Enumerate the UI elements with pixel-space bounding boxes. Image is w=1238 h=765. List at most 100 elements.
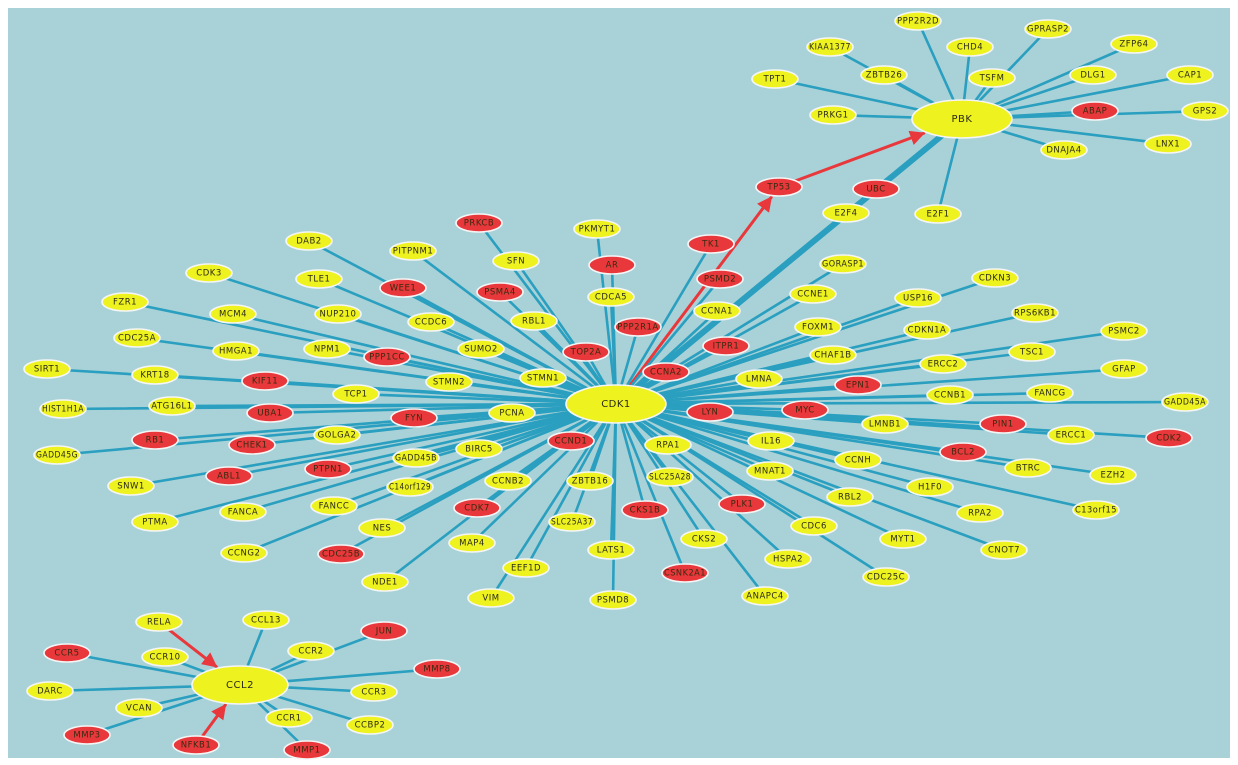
node-gadd45a[interactable]: GADD45A	[1161, 392, 1209, 412]
node-nde1[interactable]: NDE1	[361, 572, 409, 592]
node-ccna2[interactable]: CCNA2	[642, 362, 690, 382]
node-ccbp2[interactable]: CCBP2	[346, 715, 394, 735]
node-top2a[interactable]: TOP2A	[562, 342, 610, 362]
node-h1f0[interactable]: H1F0	[906, 477, 954, 497]
node-c14orf129[interactable]: C14orf129	[386, 477, 434, 497]
node-gfap[interactable]: GFAP	[1100, 359, 1148, 379]
node-psmd8[interactable]: PSMD8	[589, 590, 637, 610]
node-ezh2[interactable]: EZH2	[1089, 465, 1137, 485]
node-cdca5[interactable]: CDCA5	[587, 287, 635, 307]
node-tle1[interactable]: TLE1	[295, 269, 343, 289]
node-zbtb26[interactable]: ZBTB26	[860, 65, 908, 85]
node-cdc25b[interactable]: CDC25B	[317, 544, 365, 564]
node-psmc2[interactable]: PSMC2	[1100, 321, 1148, 341]
node-uba1[interactable]: UBA1	[246, 403, 294, 423]
node-e2f4[interactable]: E2F4	[822, 203, 870, 223]
node-epn1[interactable]: EPN1	[834, 375, 882, 395]
node-cks2[interactable]: CKS2	[680, 529, 728, 549]
node-ccr3[interactable]: CCR3	[350, 682, 398, 702]
node-myt1[interactable]: MYT1	[879, 529, 927, 549]
node-lyn[interactable]: LYN	[686, 402, 734, 422]
node-cdc6[interactable]: CDC6	[790, 516, 838, 536]
node-ccr2[interactable]: CCR2	[287, 641, 335, 661]
node-kif11[interactable]: KIF11	[241, 371, 289, 391]
node-ccne1[interactable]: CCNE1	[789, 284, 837, 304]
node-fancg[interactable]: FANCG	[1026, 383, 1074, 403]
node-hmga1[interactable]: HMGA1	[212, 341, 260, 361]
node-ccr5[interactable]: CCR5	[43, 643, 91, 663]
node-btrc[interactable]: BTRC	[1004, 458, 1052, 478]
node-cdkn3[interactable]: CDKN3	[971, 268, 1019, 288]
node-mmp8[interactable]: MMP8	[413, 659, 461, 679]
node-snw1[interactable]: SNW1	[107, 476, 155, 496]
node-il16[interactable]: IL16	[747, 431, 795, 451]
node-zbtb16[interactable]: ZBTB16	[566, 471, 614, 491]
node-jun[interactable]: JUN	[360, 621, 408, 641]
node-darc[interactable]: DARC	[26, 681, 74, 701]
node-hspa2[interactable]: HSPA2	[764, 549, 812, 569]
node-cdc25a[interactable]: CDC25A	[113, 328, 161, 348]
node-ccnb1[interactable]: CCNB1	[926, 385, 974, 405]
node-abap[interactable]: ABAP	[1071, 101, 1119, 121]
node-lmnb1[interactable]: LMNB1	[861, 414, 909, 434]
node-dab2[interactable]: DAB2	[285, 231, 333, 251]
node-usp16[interactable]: USP16	[894, 288, 942, 308]
node-rpa2[interactable]: RPA2	[956, 503, 1004, 523]
node-ccl2[interactable]: CCL2	[191, 665, 289, 705]
node-tsfm[interactable]: TSFM	[968, 68, 1016, 88]
node-plk1[interactable]: PLK1	[718, 494, 766, 514]
node-rela[interactable]: RELA	[135, 612, 183, 632]
node-csnk2a1[interactable]: CSNK2A1	[661, 563, 709, 583]
node-krt18[interactable]: KRT18	[131, 365, 179, 385]
node-ar[interactable]: AR	[588, 255, 636, 275]
node-pcna[interactable]: PCNA	[488, 403, 536, 423]
node-wee1[interactable]: WEE1	[379, 278, 427, 298]
node-mcm4[interactable]: MCM4	[209, 304, 257, 324]
node-fancc[interactable]: FANCC	[310, 496, 358, 516]
node-npm1[interactable]: NPM1	[303, 339, 351, 359]
node-rpa1[interactable]: RPA1	[644, 435, 692, 455]
node-tp53[interactable]: TP53	[755, 177, 803, 197]
node-map4[interactable]: MAP4	[448, 533, 496, 553]
node-gprasp2[interactable]: GPRASP2	[1024, 19, 1072, 39]
node-cdk1[interactable]: CDK1	[565, 384, 667, 424]
node-mmp1[interactable]: MMP1	[283, 740, 331, 760]
node-pitpnm1[interactable]: PITPNM1	[389, 241, 437, 261]
node-fanca[interactable]: FANCA	[219, 502, 267, 522]
node-gps2[interactable]: GPS2	[1181, 101, 1229, 121]
node-lnx1[interactable]: LNX1	[1144, 134, 1192, 154]
node-ccnh[interactable]: CCNH	[834, 450, 882, 470]
node-sirt1[interactable]: SIRT1	[23, 359, 71, 379]
node-birc5[interactable]: BIRC5	[455, 439, 503, 459]
node-fyn[interactable]: FYN	[390, 408, 438, 428]
node-hist1h1a[interactable]: HIST1H1A	[39, 399, 87, 419]
node-cdkn1a[interactable]: CDKN1A	[903, 320, 951, 340]
node-sumo2[interactable]: SUMO2	[457, 339, 505, 359]
node-ccdc6[interactable]: CCDC6	[407, 312, 455, 332]
node-sfn[interactable]: SFN	[492, 251, 540, 271]
node-gorasp1[interactable]: GORASP1	[819, 254, 867, 274]
node-gadd45b[interactable]: GADD45B	[392, 448, 440, 468]
node-foxm1[interactable]: FOXM1	[794, 317, 842, 337]
node-ccr1[interactable]: CCR1	[265, 708, 313, 728]
node-ppp1cc[interactable]: PPP1CC	[363, 347, 411, 367]
node-ercc2[interactable]: ERCC2	[919, 354, 967, 374]
node-tpt1[interactable]: TPT1	[751, 69, 799, 89]
node-mnat1[interactable]: MNAT1	[746, 461, 794, 481]
node-rps6kb1[interactable]: RPS6KB1	[1011, 303, 1059, 323]
node-abl1[interactable]: ABL1	[205, 466, 253, 486]
node-ccnb2[interactable]: CCNB2	[484, 471, 532, 491]
node-pbk[interactable]: PBK	[911, 99, 1013, 139]
node-cnot7[interactable]: CNOT7	[980, 540, 1028, 560]
node-ptma[interactable]: PTMA	[131, 512, 179, 532]
node-cdk3[interactable]: CDK3	[185, 263, 233, 283]
node-vim[interactable]: VIM	[467, 588, 515, 608]
node-ccl13[interactable]: CCL13	[242, 610, 290, 630]
node-fzr1[interactable]: FZR1	[101, 292, 149, 312]
node-prkg1[interactable]: PRKG1	[809, 105, 857, 125]
node-nfkb1[interactable]: NFKB1	[172, 735, 220, 755]
node-chek1[interactable]: CHEK1	[228, 435, 276, 455]
node-dnaja4[interactable]: DNAJA4	[1040, 140, 1088, 160]
node-slc25a28[interactable]: SLC25A28	[646, 467, 694, 487]
node-chaf1b[interactable]: CHAF1B	[809, 345, 857, 365]
